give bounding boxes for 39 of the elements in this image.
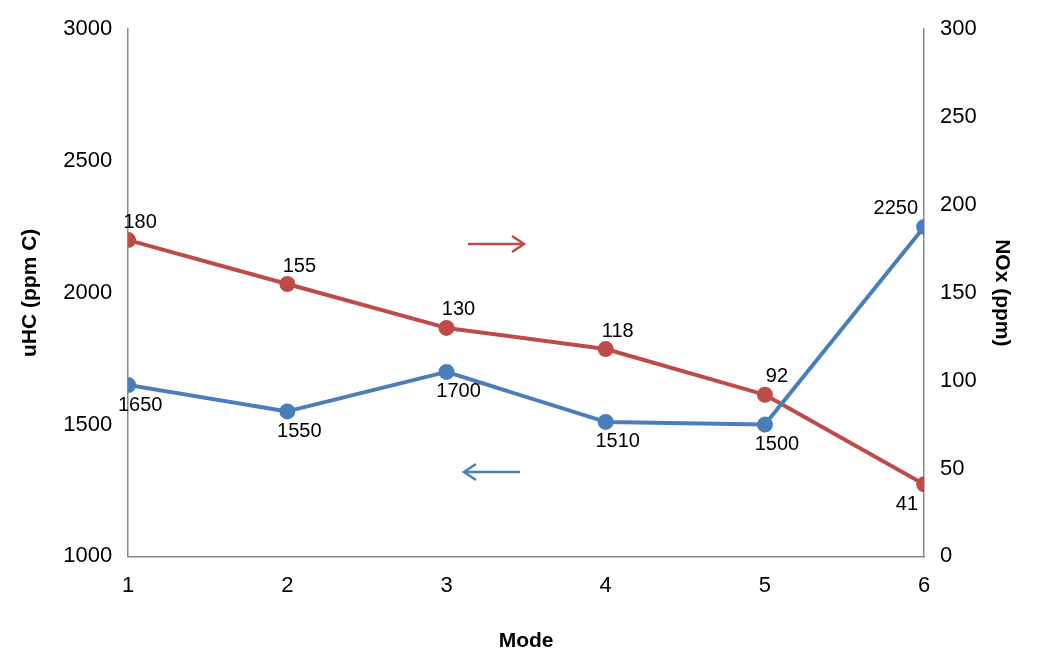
y2-axis-title: NOx (ppm) xyxy=(991,239,1015,347)
y2-tick-label: 100 xyxy=(940,366,977,392)
point xyxy=(756,386,773,403)
data-label: 155 xyxy=(282,253,317,276)
data-label: 1650 xyxy=(117,392,163,415)
x-tick-label: 4 xyxy=(599,571,612,597)
y-tick-label: 1000 xyxy=(63,542,113,568)
data-label: 118 xyxy=(601,318,634,341)
x-tick-label: 3 xyxy=(440,571,453,597)
data-label: 180 xyxy=(123,209,157,232)
point xyxy=(756,416,773,433)
y2-tick-label: 50 xyxy=(940,454,965,480)
y-axis-title: uHC (ppm C) xyxy=(17,228,41,357)
point xyxy=(597,413,614,430)
x-tick-label: 6 xyxy=(917,571,931,597)
y-tick-label: 2500 xyxy=(63,147,113,173)
y2-tick-label: 250 xyxy=(940,103,977,129)
y-tick-label: 3000 xyxy=(63,15,113,41)
data-label: 1510 xyxy=(595,429,640,452)
point xyxy=(438,363,455,380)
y2-tick-label: 150 xyxy=(940,278,977,304)
data-label: 41 xyxy=(895,491,919,514)
x-tick-label: 1 xyxy=(122,571,135,597)
y-tick-label: 2000 xyxy=(63,278,113,304)
y2-tick-label: 300 xyxy=(940,15,977,41)
x-axis-title: Mode xyxy=(498,628,554,652)
point xyxy=(597,341,614,358)
x-tick-label: 5 xyxy=(758,571,772,597)
data-label: 1700 xyxy=(436,379,481,402)
data-label: 2250 xyxy=(873,196,919,219)
data-label: 1500 xyxy=(754,432,800,455)
data-label: 92 xyxy=(765,364,789,387)
data-label: 130 xyxy=(441,297,476,320)
data-label: 1550 xyxy=(277,418,322,441)
y-tick-label: 1500 xyxy=(63,410,113,436)
y2-tick-label: 0 xyxy=(940,542,953,568)
x-tick-label: 2 xyxy=(281,571,294,597)
point xyxy=(438,319,455,336)
y2-tick-label: 200 xyxy=(940,191,977,216)
